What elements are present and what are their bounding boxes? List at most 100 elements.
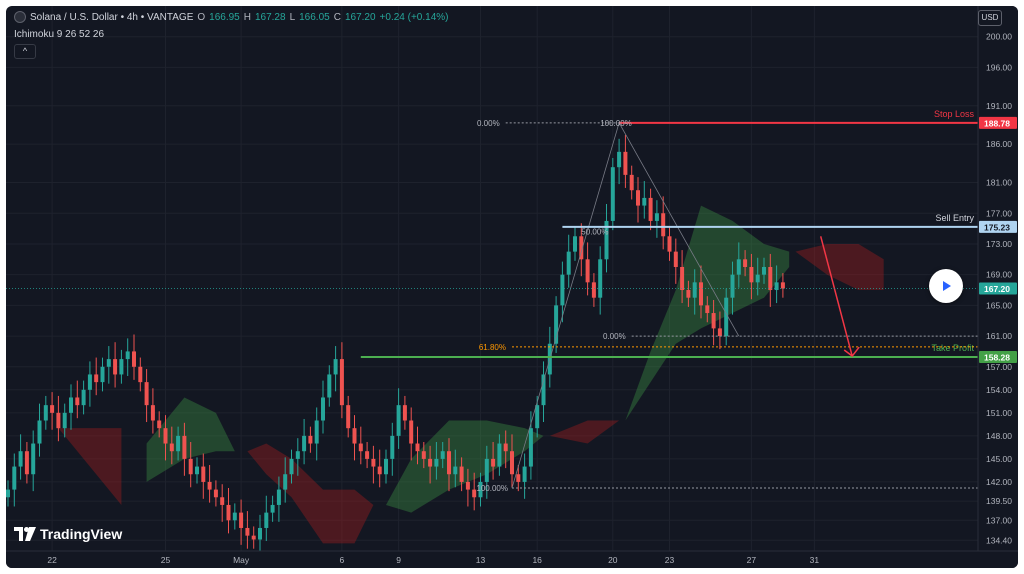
candle-body (673, 251, 678, 267)
low-value: 166.05 (299, 11, 330, 23)
candle-body (510, 451, 514, 475)
candle-body (440, 451, 445, 459)
ichimoku-cloud-bear (549, 420, 620, 444)
price-chart[interactable]: Stop Loss Sell Entry Take Profit 0.00% 100.0… (6, 6, 1018, 568)
price-badge (979, 350, 1017, 363)
symbol-title[interactable]: Solana / U.S. Dollar • 4h • VANTAGE (30, 11, 194, 23)
candle-body (365, 451, 370, 459)
ichimoku-cloud-bull (146, 397, 235, 482)
candle-body (528, 428, 533, 467)
candle-body (371, 458, 376, 467)
candle-body (585, 259, 590, 283)
candle-body (465, 481, 470, 490)
price-tick-label: 173.00 (986, 239, 1012, 249)
indicator-label[interactable]: Ichimoku 9 26 52 26 (14, 29, 105, 40)
candle-body (459, 466, 464, 482)
candle-body (692, 282, 697, 298)
price-tick-label: 161.00 (986, 331, 1012, 341)
candle-body (680, 266, 685, 291)
high-label: H (243, 11, 251, 23)
candle-body (264, 512, 269, 528)
candle-body (50, 405, 55, 413)
candle-body (642, 197, 647, 206)
candle-body (762, 266, 766, 275)
candle-body (421, 451, 426, 459)
candle-body (579, 236, 584, 260)
candle-body (566, 251, 571, 275)
price-axis (978, 6, 1018, 551)
candle-body (119, 359, 124, 375)
change-value: +0.24 (+0.14%) (379, 11, 449, 23)
candle-body (81, 389, 86, 406)
candle-body (629, 174, 634, 191)
candle-body (258, 527, 262, 540)
candle-body (384, 458, 388, 475)
collapse-indicators-button[interactable]: ^ (14, 44, 36, 59)
candle-body (396, 405, 401, 436)
take-profit-label: Take Profit (931, 343, 974, 353)
candle-body (522, 466, 527, 482)
candle-body (12, 466, 17, 490)
candle-body (239, 512, 244, 528)
price-tick-label: 151.00 (986, 408, 1012, 418)
candle-body (743, 259, 748, 267)
price-tick-label: 196.00 (986, 62, 1012, 72)
candle-body (358, 443, 363, 452)
candle-body (409, 420, 414, 444)
candle-body (176, 435, 181, 452)
ichimoku-cloud-bear (795, 243, 884, 291)
low-label: L (289, 11, 296, 23)
fib-label: 0.00% (477, 119, 500, 128)
price-badge (979, 282, 1017, 295)
sell-entry-label: Sell Entry (935, 213, 974, 223)
candle-body (535, 405, 540, 429)
candle-body (610, 167, 615, 221)
candle-body (163, 428, 168, 444)
currency-button[interactable]: USD (978, 10, 1002, 26)
projection-arrowhead (843, 346, 860, 358)
candle-body (415, 443, 420, 452)
time-tick-label: 25 (161, 555, 171, 565)
candle-body (497, 443, 502, 467)
candle-body (106, 359, 111, 367)
candle-body (661, 213, 666, 237)
candle-body (308, 435, 313, 444)
candle-body (182, 435, 187, 459)
price-tick-label: 186.00 (986, 139, 1012, 149)
candle-body (24, 451, 29, 475)
candle-body (755, 274, 760, 283)
time-tick-label: 6 (340, 555, 345, 565)
candle-body (573, 236, 577, 252)
ichimoku-cloud-bear (58, 428, 122, 505)
ichimoku-cloud-bear (247, 443, 374, 544)
candle-body (591, 282, 596, 298)
candle-body (617, 151, 622, 168)
time-tick-label: 20 (608, 555, 618, 565)
candle-body (516, 474, 521, 482)
candle-body (560, 274, 565, 306)
fib-label: 50.00% (581, 228, 608, 237)
stop-loss-label: Stop Loss (934, 109, 975, 119)
candle-body (232, 512, 237, 521)
price-tick-label: 157.00 (986, 362, 1012, 372)
candle-body (169, 443, 174, 452)
candle-body (472, 489, 477, 498)
candle-body (339, 359, 344, 406)
time-tick-label: 22 (47, 555, 57, 565)
candle-body (302, 435, 307, 452)
price-tick-label: 154.00 (986, 385, 1012, 395)
candle-body (6, 489, 10, 498)
price-tick-label: 134.40 (986, 535, 1012, 545)
candle-body (251, 535, 256, 540)
candle-body (69, 397, 73, 413)
candle-body (94, 374, 99, 383)
candle-body (453, 466, 458, 475)
candle-body (730, 274, 735, 298)
replay-button[interactable] (929, 269, 963, 303)
candle-body (56, 412, 61, 429)
candle-body (554, 305, 559, 344)
price-tick-label: 137.00 (986, 515, 1012, 525)
candle-body (503, 443, 508, 452)
candle-body (736, 259, 741, 275)
candle-body (478, 481, 483, 498)
